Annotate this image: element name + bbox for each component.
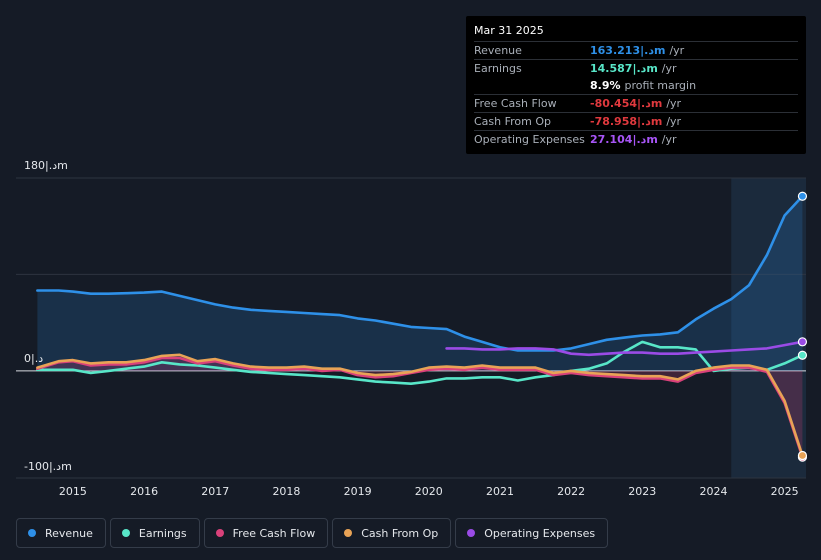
tooltip-value: 14.587|.دm (590, 62, 658, 75)
legend-item-operating-expenses[interactable]: Operating Expenses (455, 518, 609, 548)
tooltip-unit: /yr (666, 97, 682, 110)
tooltip-date: Mar 31 2025 (474, 24, 544, 37)
legend-label: Operating Expenses (484, 526, 596, 540)
y-axis-zero-label: 0|.د (24, 352, 44, 365)
series-line-revenue (36, 194, 804, 352)
tooltip-label: Earnings (474, 62, 522, 75)
y-axis-bottom-label: -100|.دm (24, 460, 72, 473)
tooltip-label: Operating Expenses (474, 133, 585, 146)
series-line-cash-from-op (36, 353, 804, 457)
legend-dot-icon (121, 529, 130, 537)
legend-label: Cash From Op (361, 526, 439, 540)
legend-label: Earnings (138, 526, 187, 540)
tooltip-unit: /yr (666, 115, 682, 128)
x-tick-label: 2017 (201, 485, 229, 498)
tooltip-value: -80.454|.دm (590, 97, 663, 110)
y-axis-top-label: 180|.دm (24, 159, 68, 172)
legend-label: Revenue (45, 526, 93, 540)
legend: Revenue Earnings Free Cash Flow Cash Fro… (16, 518, 609, 548)
legend-dot-icon (344, 529, 353, 537)
data-tooltip: Mar 31 2025 Revenue 163.213|.دm /yr Earn… (466, 16, 806, 154)
legend-label: Free Cash Flow (232, 526, 316, 540)
tooltip-unit: /yr (669, 44, 685, 57)
x-tick-label: 2018 (272, 485, 300, 498)
legend-dot-icon (215, 529, 224, 537)
legend-item-free-cash-flow[interactable]: Free Cash Flow (203, 518, 329, 548)
series-line-earnings (36, 340, 804, 385)
tooltip-unit: /yr (661, 62, 677, 75)
x-tick-label: 2023 (628, 485, 656, 498)
tooltip-value: 27.104|.دm (590, 133, 658, 146)
area-free-cash-flow (37, 358, 803, 458)
legend-item-earnings[interactable]: Earnings (109, 518, 200, 548)
tooltip-row-profit-margin: 8.9% profit margin (474, 77, 798, 94)
tooltip-value: 163.213|.دm (590, 44, 666, 57)
x-tick-label: 2020 (415, 485, 443, 498)
tooltip-row-operating-expenses: Operating Expenses 27.104|.دm /yr (474, 130, 798, 148)
tooltip-label: Cash From Op (474, 115, 552, 128)
legend-dot-icon (467, 529, 476, 537)
tooltip-row-revenue: Revenue 163.213|.دm /yr (474, 41, 798, 59)
x-tick-label: 2019 (344, 485, 372, 498)
x-tick-label: 2015 (59, 485, 87, 498)
x-tick-label: 2024 (699, 485, 727, 498)
tooltip-row-cash-from-op: Cash From Op -78.958|.دm /yr (474, 112, 798, 130)
tooltip-row-earnings: Earnings 14.587|.دm /yr (474, 59, 798, 77)
tooltip-row-free-cash-flow: Free Cash Flow -80.454|.دm /yr (474, 94, 798, 112)
tooltip-value: 8.9% (590, 79, 621, 92)
x-tick-label: 2021 (486, 485, 514, 498)
tooltip-value: -78.958|.دm (590, 115, 663, 128)
legend-item-cash-from-op[interactable]: Cash From Op (332, 518, 452, 548)
area-revenue (37, 196, 803, 371)
x-tick-label: 2016 (130, 485, 158, 498)
series-line-operating-expenses (445, 340, 804, 357)
end-point-earnings (797, 350, 808, 360)
end-point-cash-from-op (797, 450, 808, 461)
tooltip-unit: profit margin (624, 79, 697, 92)
x-tick-label: 2025 (771, 485, 799, 498)
tooltip-unit: /yr (661, 133, 677, 146)
series-line-free-cash-flow (36, 356, 804, 459)
end-point-revenue (797, 191, 808, 201)
tooltip-label: Free Cash Flow (474, 97, 557, 110)
end-point-operating-expenses (797, 337, 808, 347)
x-tick-label: 2022 (557, 485, 585, 498)
legend-item-revenue[interactable]: Revenue (16, 518, 106, 548)
legend-dot-icon (28, 529, 36, 537)
tooltip-label: Revenue (474, 44, 522, 57)
